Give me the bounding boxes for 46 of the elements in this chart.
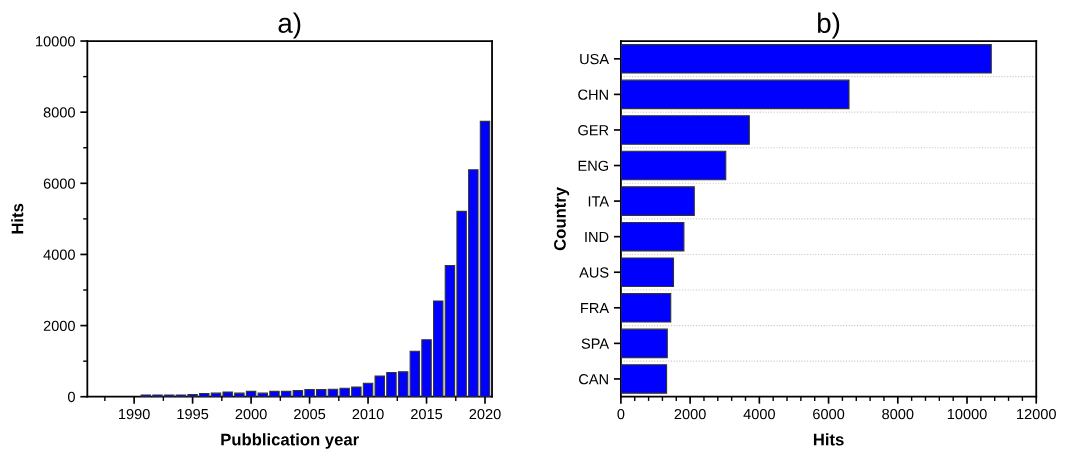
bar	[620, 186, 695, 216]
x-tick-label: 6000	[813, 408, 845, 420]
y-tick-label: SPA	[581, 338, 610, 349]
x-tick-label: 2010	[352, 408, 384, 420]
bar	[620, 293, 672, 323]
x-tick-label: 2000	[235, 408, 267, 420]
x-tick-label: 12000	[1017, 408, 1056, 420]
y-tick-label: 6000	[43, 178, 75, 189]
bar	[620, 221, 685, 252]
bar	[620, 364, 668, 394]
bar	[620, 257, 675, 288]
y-tick-label: ITA	[588, 196, 610, 207]
x-axis-title: Pubblication year	[221, 433, 359, 449]
chart-title: b)	[818, 12, 840, 39]
y-tick-label: ENG	[578, 160, 608, 171]
y-axis-title: Hits	[11, 203, 24, 234]
y-tick-label: 2000	[43, 320, 75, 332]
x-tick-label: 2005	[294, 408, 326, 420]
y-tick-label: FRA	[581, 303, 610, 314]
y-tick-label: 4000	[43, 249, 75, 260]
x-tick-label: 10000	[947, 408, 987, 420]
bar	[620, 115, 750, 145]
x-tick-label: 1995	[177, 408, 209, 420]
x-tick-label: 1990	[119, 408, 150, 420]
y-tick-label: 8000	[43, 107, 75, 118]
x-axis-title: Hits	[813, 433, 844, 446]
y-axis-title: Country	[554, 187, 570, 251]
y-tick-label: 10000	[36, 36, 75, 47]
y-tick-label: USA	[580, 53, 610, 65]
y-tick-label: CHN	[578, 89, 608, 100]
y-tick-label: 0	[67, 391, 75, 403]
y-tick-label: AUS	[579, 267, 609, 278]
x-tick-label: 8000	[882, 408, 914, 420]
bar	[620, 150, 727, 181]
x-tick-label: 0	[617, 408, 625, 420]
x-tick-label: 2000	[674, 408, 706, 420]
bar	[620, 79, 850, 110]
bar	[620, 328, 668, 359]
chart-title: a)	[278, 12, 301, 39]
y-tick-label: IND	[585, 231, 609, 242]
x-tick-label: 2015	[411, 408, 443, 420]
y-tick-label: CAN	[579, 374, 608, 385]
x-tick-label: 4000	[743, 408, 775, 420]
y-tick-label: GER	[578, 125, 609, 136]
x-tick-label: 2020	[469, 408, 501, 420]
bar	[620, 44, 992, 74]
